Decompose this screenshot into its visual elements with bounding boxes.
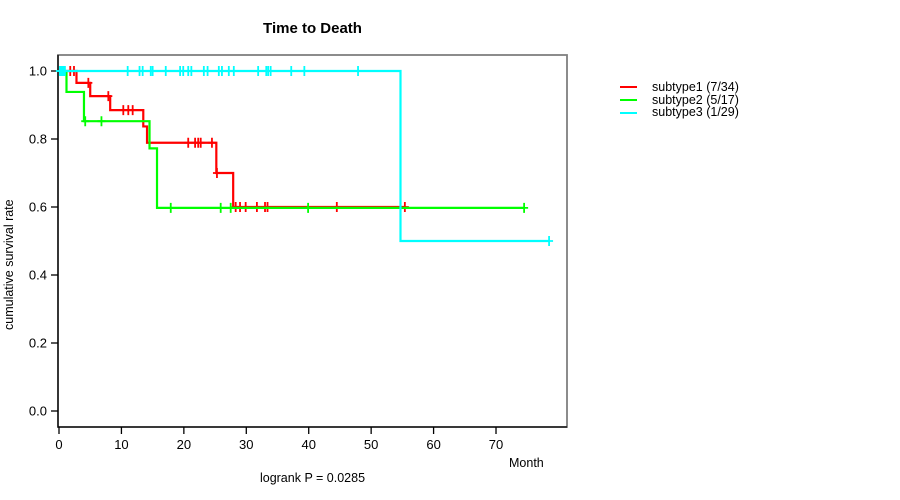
censor-mark: [97, 116, 106, 127]
x-tick-label: 40: [301, 437, 315, 452]
y-axis: 1.0 0.8 0.6 0.4 0.2 0.0: [29, 64, 58, 419]
series-subtype3: [55, 66, 554, 246]
legend: subtype1 (7/34) subtype2 (5/17) subtype3 (…: [620, 81, 739, 119]
legend-item-subtype3: subtype3 (1/29): [620, 106, 739, 119]
censor-mark: [81, 116, 90, 127]
censor-mark: [254, 66, 263, 76]
x-axis: 0 10 20 30 40 50 60 70: [55, 427, 503, 452]
censor-mark: [161, 66, 170, 76]
censor-mark: [148, 66, 157, 76]
censor-mark: [217, 66, 226, 76]
censor-mark: [138, 66, 147, 76]
censor-mark: [287, 66, 296, 76]
survival-curve-subtype3: [59, 69, 550, 243]
y-tick-label: 1.0: [29, 64, 47, 79]
y-tick-label: 0.4: [29, 268, 47, 283]
x-tick-label: 0: [55, 437, 62, 452]
x-tick-label: 60: [426, 437, 440, 452]
legend-item-subtype1: subtype1 (7/34): [620, 81, 739, 94]
x-tick-label: 70: [489, 437, 503, 452]
censor-mark: [545, 236, 554, 246]
chart-title: Time to Death: [263, 20, 362, 37]
x-tick-label: 10: [114, 437, 128, 452]
x-tick-label: 50: [364, 437, 378, 452]
censor-mark: [354, 66, 363, 76]
series-subtype1: [59, 66, 409, 212]
censor-mark: [166, 202, 175, 213]
survival-curve-subtype2: [59, 70, 525, 209]
y-tick-label: 0.0: [29, 404, 47, 419]
censor-mark: [123, 66, 132, 76]
legend-label: subtype1 (7/34): [652, 80, 739, 94]
censor-mark: [196, 137, 205, 148]
legend-line-swatch: [620, 99, 637, 102]
censor-mark: [203, 66, 212, 76]
censor-marks-subtype3: [55, 66, 554, 246]
survival-curve-subtype1: [59, 69, 405, 209]
legend-item-subtype2: subtype2 (5/17): [620, 92, 739, 107]
censor-mark: [104, 91, 113, 102]
y-axis-label: cumulative survival rate: [2, 199, 16, 331]
censor-mark: [128, 105, 137, 116]
logrank-p-value: logrank P = 0.0285: [259, 471, 366, 485]
series-subtype2: [59, 70, 529, 213]
censor-mark: [212, 168, 221, 178]
censor-mark: [300, 66, 309, 76]
x-axis-label: Month: [509, 456, 544, 470]
x-tick-label: 20: [177, 437, 191, 452]
y-tick-label: 0.2: [29, 336, 47, 351]
censor-mark: [226, 202, 235, 213]
censor-mark: [216, 202, 225, 213]
censor-mark: [304, 202, 313, 213]
censor-mark: [207, 137, 216, 148]
legend-line-swatch: [620, 86, 637, 89]
censor-marks-subtype2: [81, 116, 529, 213]
axis-lines: [57, 55, 567, 428]
y-tick-label: 0.8: [29, 132, 47, 147]
legend-label: subtype3 (1/29): [652, 105, 739, 120]
censor-mark: [266, 66, 275, 76]
censor-mark: [184, 137, 193, 148]
x-tick-label: 30: [239, 437, 253, 452]
y-tick-label: 0.6: [29, 200, 47, 215]
censor-mark: [229, 66, 238, 76]
censor-marks-subtype1: [66, 66, 409, 212]
censor-mark: [60, 66, 69, 76]
censor-mark: [520, 202, 529, 213]
censor-mark: [187, 66, 196, 76]
legend-label: subtype2 (5/17): [652, 92, 739, 107]
legend-line-swatch: [620, 111, 637, 114]
censor-mark: [84, 77, 93, 88]
